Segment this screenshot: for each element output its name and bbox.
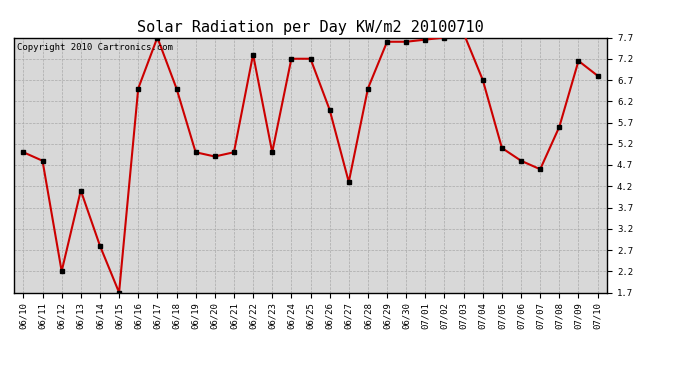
- Text: Copyright 2010 Cartronics.com: Copyright 2010 Cartronics.com: [17, 43, 172, 52]
- Title: Solar Radiation per Day KW/m2 20100710: Solar Radiation per Day KW/m2 20100710: [137, 20, 484, 35]
